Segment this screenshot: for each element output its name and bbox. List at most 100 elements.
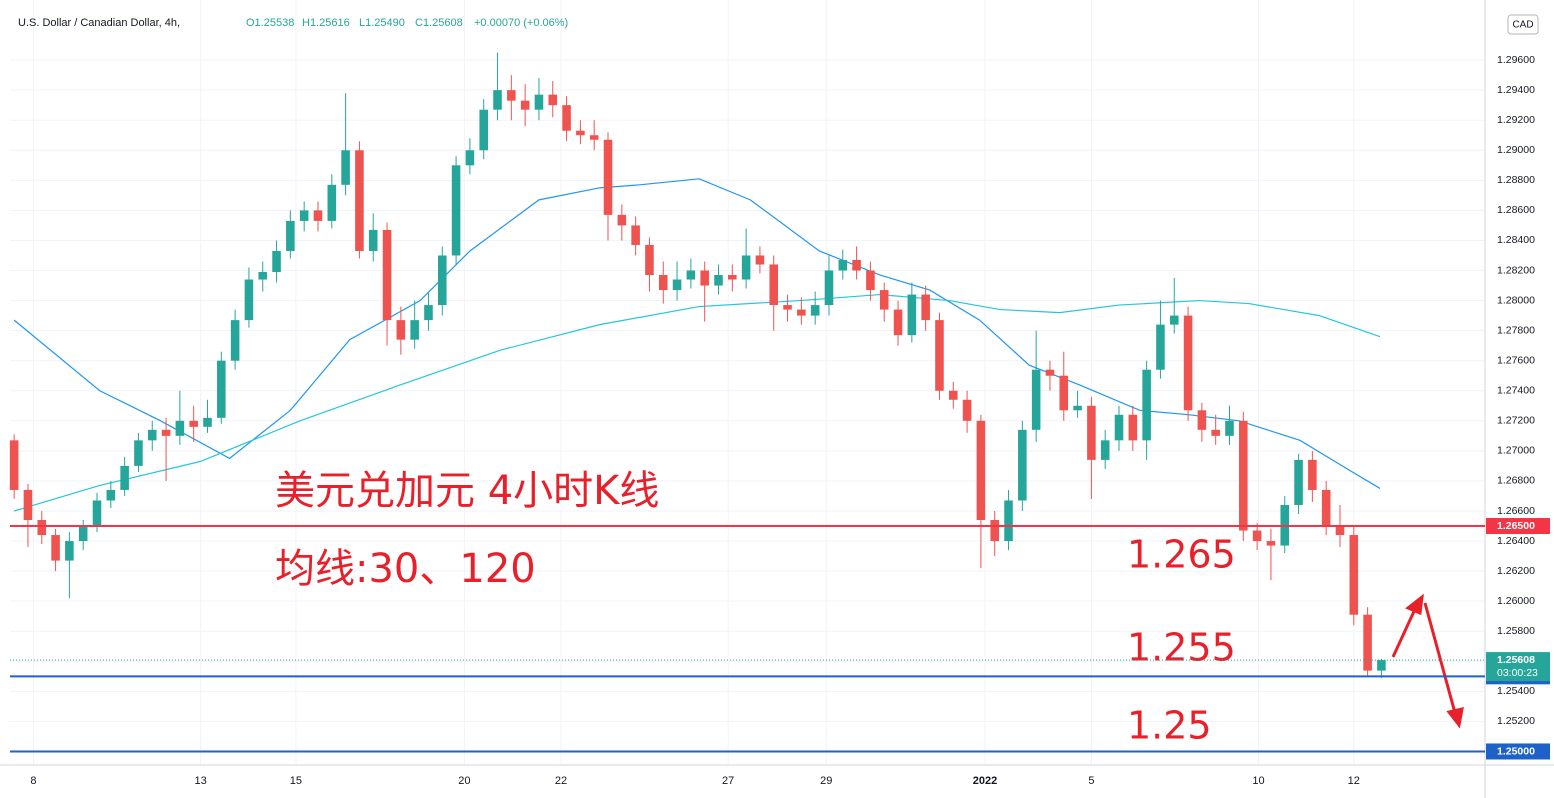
candle-body bbox=[1156, 324, 1165, 370]
candle-body bbox=[1142, 369, 1151, 441]
candle-body bbox=[907, 294, 917, 336]
y-tick-label: 1.27600 bbox=[1497, 354, 1535, 366]
candle-body bbox=[78, 526, 88, 542]
candle-body bbox=[1128, 414, 1138, 441]
candle-body bbox=[852, 259, 861, 271]
candle-body bbox=[728, 275, 737, 280]
candle-body bbox=[355, 150, 364, 251]
candle-body bbox=[810, 305, 820, 316]
candle-body bbox=[217, 360, 226, 418]
candle-body bbox=[755, 255, 765, 265]
ohlc-change: +0.00070 (+0.06%) bbox=[474, 17, 568, 29]
candle-body bbox=[479, 109, 488, 151]
arrows bbox=[1391, 593, 1464, 729]
candle-body bbox=[1197, 410, 1207, 430]
level-label: 1.26500 bbox=[1497, 520, 1535, 532]
ohlc-close: C1.25608 bbox=[415, 17, 463, 29]
candle-body bbox=[175, 420, 185, 436]
x-tick-label: 2022 bbox=[973, 775, 997, 787]
candle-body bbox=[244, 279, 254, 321]
candle-body bbox=[410, 320, 419, 340]
x-tick-label: 8 bbox=[30, 775, 36, 787]
candle-body bbox=[230, 320, 240, 361]
candle-body bbox=[396, 320, 406, 340]
candle-body bbox=[437, 255, 447, 306]
y-tick-label: 1.28200 bbox=[1497, 264, 1535, 276]
candle-body bbox=[51, 535, 60, 561]
candle-body bbox=[1377, 660, 1386, 671]
candle-body bbox=[120, 465, 129, 490]
candle-body bbox=[949, 390, 958, 400]
x-tick-label: 13 bbox=[194, 775, 206, 787]
candle-body bbox=[382, 229, 392, 321]
candle-body bbox=[990, 520, 999, 542]
annotation-level: 1.255 bbox=[1127, 626, 1236, 670]
y-tick-label: 1.28800 bbox=[1497, 174, 1535, 186]
moving-average bbox=[13, 178, 1381, 489]
y-tick-label: 1.29000 bbox=[1497, 144, 1535, 156]
candle-body bbox=[658, 275, 668, 291]
candle-body bbox=[935, 320, 944, 391]
candle-body bbox=[37, 520, 47, 536]
candle-body bbox=[741, 255, 751, 280]
candle-body bbox=[520, 100, 530, 110]
candle-body bbox=[9, 440, 19, 490]
candle-body bbox=[258, 272, 268, 280]
candle-body bbox=[714, 275, 723, 286]
y-tick-label: 1.27000 bbox=[1497, 445, 1535, 457]
y-tick-label: 1.27400 bbox=[1497, 385, 1535, 397]
candle-body bbox=[603, 139, 613, 215]
candle-body bbox=[1294, 459, 1303, 505]
candle-body bbox=[23, 489, 33, 521]
candle-body bbox=[134, 440, 143, 466]
candle-body bbox=[203, 417, 212, 427]
plot bbox=[9, 52, 1386, 678]
grid bbox=[10, 0, 1485, 765]
candle-body bbox=[1018, 429, 1027, 501]
x-tick-label: 29 bbox=[820, 775, 832, 787]
y-tick-label: 1.29400 bbox=[1497, 84, 1535, 96]
candle-body bbox=[576, 130, 585, 136]
candle-body bbox=[1225, 420, 1234, 436]
y-tick-label: 1.26400 bbox=[1497, 535, 1535, 547]
annotation-ma: 均线:30、120 bbox=[275, 546, 536, 592]
ohlc-high: H1.25616 bbox=[302, 17, 350, 29]
candle-body bbox=[1335, 526, 1345, 536]
y-tick-label: 1.29600 bbox=[1497, 54, 1535, 66]
currency-box[interactable] bbox=[1507, 14, 1539, 35]
candle-body bbox=[106, 489, 116, 501]
arrow-up bbox=[1391, 606, 1418, 658]
annotation-level: 1.265 bbox=[1127, 533, 1236, 577]
y-tick-label: 1.28000 bbox=[1497, 294, 1535, 306]
candle-body bbox=[976, 420, 986, 521]
candle-body bbox=[92, 500, 102, 527]
candle-body bbox=[1266, 541, 1276, 546]
ohlc-open: O1.25538 bbox=[246, 17, 294, 29]
candle-body bbox=[548, 94, 558, 106]
candle-body bbox=[645, 244, 654, 276]
y-tick-label: 1.27800 bbox=[1497, 324, 1535, 336]
candle-body bbox=[299, 210, 309, 221]
candle-body bbox=[65, 541, 74, 561]
candle-body bbox=[838, 259, 848, 271]
candle-body bbox=[1211, 429, 1220, 436]
candle-body bbox=[617, 214, 627, 226]
y-tick-label: 1.25800 bbox=[1497, 625, 1535, 637]
y-tick-label: 1.27200 bbox=[1497, 415, 1535, 427]
candle-body bbox=[783, 305, 792, 310]
candle-body bbox=[1169, 315, 1179, 325]
y-tick-label: 1.25400 bbox=[1497, 685, 1535, 697]
x-tick-label: 27 bbox=[722, 775, 734, 787]
candle-body bbox=[824, 270, 834, 306]
currency[interactable]: CAD bbox=[1512, 20, 1533, 31]
candle-body bbox=[1252, 530, 1262, 542]
arrow-head bbox=[1446, 707, 1464, 729]
candle-body bbox=[161, 429, 171, 436]
candle-body bbox=[507, 90, 516, 101]
y-tick-label: 1.26600 bbox=[1497, 505, 1535, 517]
x-tick-label: 20 bbox=[458, 775, 470, 787]
candle-body bbox=[893, 309, 903, 336]
y-tick-label: 1.25200 bbox=[1497, 715, 1535, 727]
candle-body bbox=[1045, 369, 1055, 376]
